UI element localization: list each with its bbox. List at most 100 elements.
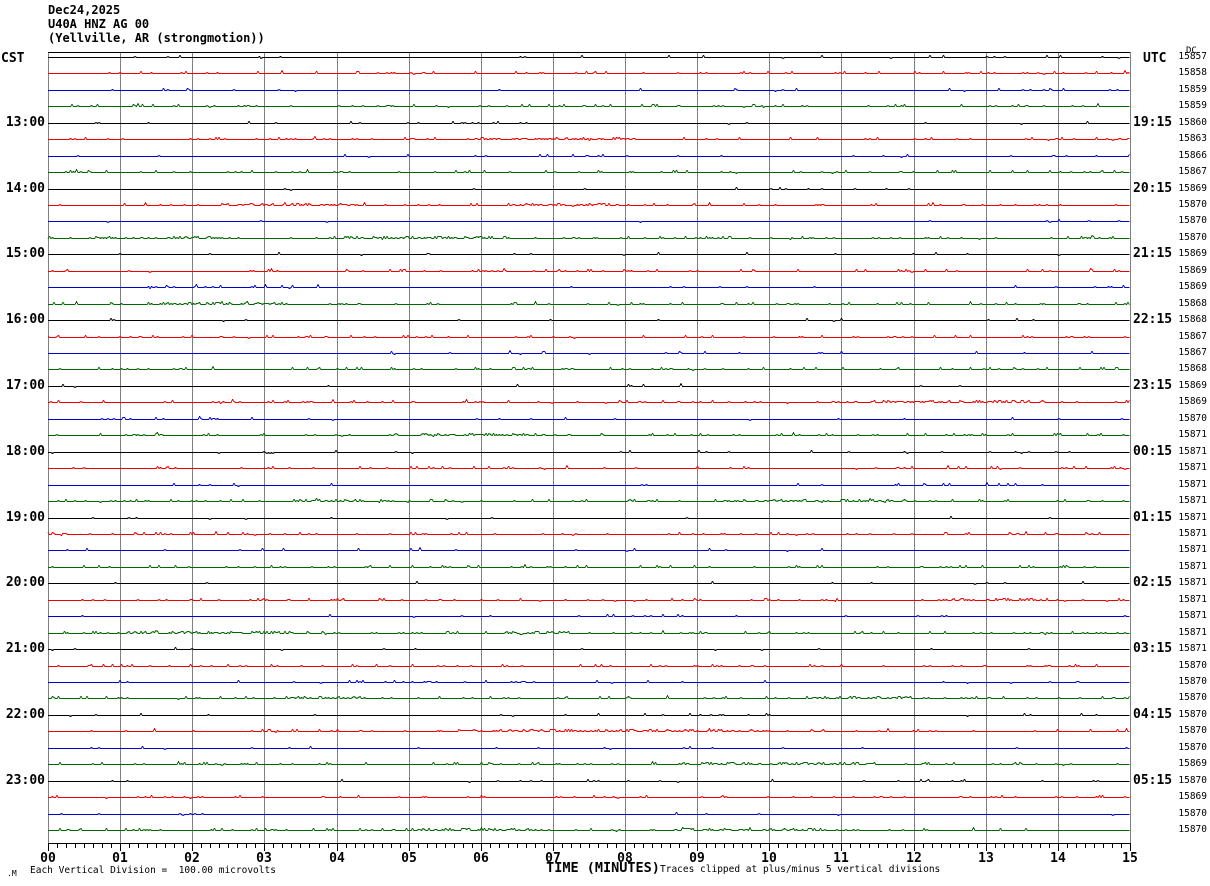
x-tick-label: 15 [1122, 851, 1138, 866]
dc-value: 15868 [1178, 314, 1207, 325]
dc-value: 15871 [1178, 446, 1207, 457]
title-date: Dec24,2025 [48, 3, 121, 17]
utc-hour-label: 00:15 [1133, 444, 1173, 459]
dc-value: 15871 [1178, 429, 1207, 440]
dc-value: 15870 [1178, 808, 1207, 819]
trace-row-blue [48, 613, 1130, 619]
dc-value: 15869 [1178, 791, 1207, 802]
dc-value: 15871 [1178, 479, 1207, 490]
dc-value: 15866 [1178, 150, 1207, 161]
trace-row-green [48, 826, 1130, 833]
dc-value: 15870 [1178, 725, 1207, 736]
cst-hour-label: 16:00 [5, 312, 45, 327]
scale-note: Each Vertical Division = 100.00 microvol… [30, 865, 276, 876]
cst-hour-label: 21:00 [5, 641, 45, 656]
dc-value: 15868 [1178, 363, 1207, 374]
dc-value: 15869 [1178, 380, 1207, 391]
trace-row-green [48, 365, 1130, 372]
dc-value: 15870 [1178, 660, 1207, 671]
trace-row-green [48, 102, 1130, 109]
trace-row-red [48, 69, 1130, 76]
dc-value: 15871 [1178, 495, 1207, 506]
x-tick-label: 06 [473, 851, 489, 866]
trace-row-red [48, 727, 1130, 734]
trace-row-red [48, 398, 1130, 405]
utc-hour-label: 20:15 [1133, 181, 1173, 196]
x-tick-label: 13 [978, 851, 994, 866]
dc-value: 15859 [1178, 100, 1207, 111]
cst-hour-label: 20:00 [5, 575, 45, 590]
title-station: U40A HNZ AG 00 [48, 17, 150, 31]
dc-value: 15867 [1178, 347, 1207, 358]
trace-row-red [48, 794, 1130, 800]
dc-value: 15870 [1178, 692, 1207, 703]
x-tick-label: 11 [833, 851, 849, 866]
trace-row-black [48, 382, 1130, 389]
dc-value: 15858 [1178, 67, 1207, 78]
trace-row-red [48, 201, 1130, 208]
dc-value: 15870 [1178, 413, 1207, 424]
utc-hour-label: 23:15 [1133, 378, 1173, 393]
trace-row-blue [48, 153, 1130, 159]
cst-hour-label: 17:00 [5, 378, 45, 393]
trace-row-green [48, 497, 1130, 504]
dc-value: 15867 [1178, 331, 1207, 342]
dc-value: 15870 [1178, 824, 1207, 835]
trace-row-red [48, 663, 1130, 668]
trace-row-blue [48, 87, 1130, 93]
dc-value: 15871 [1178, 627, 1207, 638]
trace-row-blue [48, 415, 1130, 422]
x-tick-label: 05 [401, 851, 417, 866]
x-tick-label: 03 [256, 851, 272, 866]
cst-hour-label: 14:00 [5, 181, 45, 196]
trace-row-black [48, 515, 1130, 521]
trace-row-blue [48, 283, 1130, 290]
dc-value: 15871 [1178, 544, 1207, 555]
dc-value: 15871 [1178, 643, 1207, 654]
cst-hour-label: 19:00 [5, 510, 45, 525]
clip-note: Traces clipped at plus/minus 5 vertical … [660, 864, 941, 875]
trace-row-blue [48, 546, 1130, 553]
trace-row-red [47, 530, 1130, 537]
cst-hour-label: 22:00 [5, 707, 45, 722]
title-location: (Yellville, AR (strongmotion)) [48, 31, 265, 45]
trace-row-black [48, 646, 1130, 652]
dc-value: 15870 [1178, 199, 1207, 210]
dc-value: 15863 [1178, 133, 1207, 144]
utc-hour-label: 22:15 [1133, 312, 1173, 327]
dc-value: 15870 [1178, 709, 1207, 720]
dc-value: 15869 [1178, 281, 1207, 292]
dc-value: 15857 [1178, 51, 1207, 62]
cst-hour-label: 23:00 [5, 773, 45, 788]
dc-value: 15867 [1178, 166, 1207, 177]
cst-hour-label: 18:00 [5, 444, 45, 459]
dc-column-header: DC [1186, 46, 1197, 56]
trace-row-red [47, 334, 1130, 340]
dc-value: 15869 [1178, 265, 1207, 276]
x-tick-label: 14 [1050, 851, 1066, 866]
x-tick-label: 12 [906, 851, 922, 866]
watermark-mark: .M [7, 869, 17, 878]
dc-value: 15870 [1178, 215, 1207, 226]
x-tick-label: 07 [545, 851, 561, 866]
trace-row-green [48, 431, 1130, 438]
trace-row-blue [48, 679, 1130, 685]
dc-value: 15871 [1178, 561, 1207, 572]
trace-row-black [48, 449, 1130, 455]
x-axis-title: TIME (MINUTES) [546, 860, 660, 876]
trace-row-blue [48, 745, 1130, 751]
trace-row-black [48, 580, 1130, 586]
dc-value: 15870 [1178, 232, 1207, 243]
trace-row-black [48, 317, 1130, 323]
trace-row-red [48, 597, 1130, 603]
dc-value: 15871 [1178, 594, 1207, 605]
trace-row-green [48, 563, 1130, 569]
dc-value: 15871 [1178, 462, 1207, 473]
dc-value: 15869 [1178, 758, 1207, 769]
utc-hour-label: 21:15 [1133, 246, 1173, 261]
dc-value: 15870 [1178, 775, 1207, 786]
trace-row-blue [48, 349, 1130, 356]
trace-row-red [48, 267, 1130, 274]
trace-row-blue [48, 218, 1130, 224]
